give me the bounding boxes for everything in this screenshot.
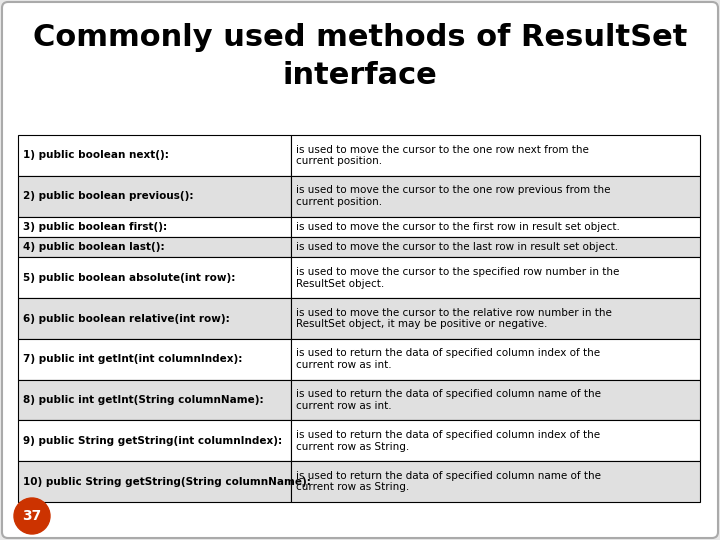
Bar: [18, 298, 291, 339]
Text: is used to return the data of specified column index of the
current row as Strin: is used to return the data of specified …: [296, 430, 600, 451]
Bar: [291, 380, 700, 421]
Text: is used to move the cursor to the first row in result set object.: is used to move the cursor to the first …: [296, 222, 620, 232]
Text: is used to return the data of specified column index of the
current row as int.: is used to return the data of specified …: [296, 348, 600, 370]
Bar: [18, 258, 291, 298]
Text: 5) public boolean absolute(int row):: 5) public boolean absolute(int row):: [23, 273, 235, 283]
Bar: [18, 380, 291, 421]
Bar: [18, 421, 291, 461]
Bar: [291, 258, 700, 298]
Bar: [18, 176, 291, 217]
Bar: [18, 461, 291, 502]
Bar: [291, 217, 700, 237]
Text: 2) public boolean previous():: 2) public boolean previous():: [23, 191, 194, 201]
Bar: [18, 339, 291, 380]
Text: is used to move the cursor to the specified row number in the
ResultSet object.: is used to move the cursor to the specif…: [296, 267, 619, 288]
Bar: [18, 217, 291, 237]
Text: 7) public int getInt(int columnIndex):: 7) public int getInt(int columnIndex):: [23, 354, 243, 364]
Text: is used to move the cursor to the one row previous from the
current position.: is used to move the cursor to the one ro…: [296, 185, 611, 207]
Text: is used to move the cursor to the last row in result set object.: is used to move the cursor to the last r…: [296, 242, 618, 252]
Bar: [18, 135, 291, 176]
Text: 37: 37: [22, 509, 42, 523]
Text: is used to return the data of specified column name of the
current row as String: is used to return the data of specified …: [296, 471, 600, 492]
Text: is used to move the cursor to the relative row number in the
ResultSet object, i: is used to move the cursor to the relati…: [296, 308, 612, 329]
Bar: [291, 339, 700, 380]
Bar: [291, 176, 700, 217]
Text: 8) public int getInt(String columnName):: 8) public int getInt(String columnName):: [23, 395, 264, 405]
Text: 1) public boolean next():: 1) public boolean next():: [23, 150, 169, 160]
Bar: [291, 237, 700, 258]
Text: 6) public boolean relative(int row):: 6) public boolean relative(int row):: [23, 314, 230, 323]
Text: 4) public boolean last():: 4) public boolean last():: [23, 242, 165, 252]
Bar: [291, 135, 700, 176]
Bar: [291, 421, 700, 461]
Text: is used to return the data of specified column name of the
current row as int.: is used to return the data of specified …: [296, 389, 600, 411]
Text: Commonly used methods of ResultSet: Commonly used methods of ResultSet: [33, 24, 687, 52]
Text: interface: interface: [283, 60, 437, 90]
Bar: [18, 237, 291, 258]
Text: 10) public String getString(String columnName):: 10) public String getString(String colum…: [23, 477, 311, 487]
Text: 9) public String getString(int columnIndex):: 9) public String getString(int columnInd…: [23, 436, 282, 446]
Bar: [291, 298, 700, 339]
Text: is used to move the cursor to the one row next from the
current position.: is used to move the cursor to the one ro…: [296, 145, 589, 166]
Text: 3) public boolean first():: 3) public boolean first():: [23, 222, 167, 232]
Bar: [291, 461, 700, 502]
Circle shape: [14, 498, 50, 534]
